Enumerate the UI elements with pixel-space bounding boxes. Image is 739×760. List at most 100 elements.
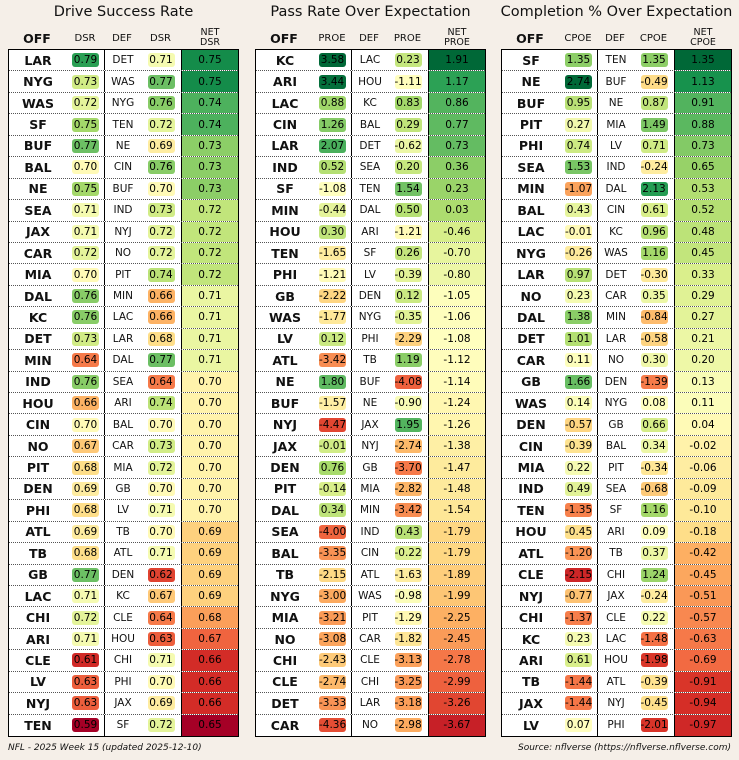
defense-value: -0.90 (394, 396, 422, 411)
offense-value-cell: 0.72 (67, 607, 105, 628)
offense-value-cell: -0.57 (560, 414, 598, 435)
defense-value: 1.35 (640, 53, 668, 68)
net-value: 1.13 (675, 71, 731, 92)
offense-value-cell: -1.65 (314, 242, 352, 264)
defense-team: PHI (361, 332, 379, 345)
offense-value-cell: 3.58 (314, 50, 352, 71)
defense-value: -1.48 (640, 632, 668, 647)
defense-value-cell: -3.18 (388, 693, 429, 714)
table-row: CHI -1.37 CLE 0.22 -0.57 (502, 607, 731, 629)
defense-value: 0.77 (147, 353, 175, 368)
offense-value: -3.21 (319, 610, 347, 625)
defense-value: 0.87 (640, 96, 668, 111)
offense-value: -0.77 (565, 589, 593, 604)
table-row: GB 1.66 DEN -1.39 0.13 (502, 371, 731, 393)
offense-team: KC (521, 631, 541, 647)
table-row: DEN -0.57 GB 0.66 0.04 (502, 414, 731, 436)
offense-value: -1.57 (319, 396, 347, 411)
defense-value: 0.26 (394, 246, 422, 261)
header-net: NET PROE (428, 28, 486, 48)
offense-value: -1.20 (565, 546, 593, 561)
defense-value-cell: 1.35 (634, 50, 675, 71)
table-row: JAX 0.71 NYJ 0.72 0.72 (9, 221, 238, 243)
table-row: BUF 0.95 NE 0.87 0.91 (502, 92, 731, 115)
net-value: 0.20 (675, 350, 731, 371)
net-value: 0.70 (182, 435, 238, 457)
offense-value: -1.37 (565, 610, 593, 625)
offense-team: LV (523, 717, 539, 733)
defense-value: -0.39 (394, 267, 422, 282)
defense-value: 0.73 (147, 439, 175, 454)
defense-value: 0.73 (147, 203, 175, 218)
offense-value-cell: 0.69 (67, 478, 105, 500)
defense-team: CHI (606, 568, 626, 581)
offense-team: ATL (272, 352, 298, 368)
offense-team: MIA (24, 267, 52, 283)
defense-team: LAC (359, 54, 381, 67)
table-row: NE 1.80 BUF -4.08 -1.14 (256, 371, 485, 393)
offense-team: DEN (23, 481, 53, 497)
defense-team: SEA (359, 161, 381, 174)
offense-value-cell: 0.27 (560, 114, 598, 135)
table-row: MIA 0.70 PIT 0.74 0.72 (9, 264, 238, 286)
offense-value-cell: 2.07 (314, 135, 352, 157)
defense-value: 0.96 (640, 224, 668, 239)
defense-value-cell: 0.96 (634, 221, 675, 242)
defense-value: -1.21 (394, 224, 422, 239)
defense-value-cell: 0.83 (388, 92, 429, 114)
defense-value: 0.35 (640, 289, 668, 304)
offense-value-cell: -0.44 (314, 200, 352, 221)
offense-value-cell: 0.23 (560, 628, 598, 650)
offense-value: 0.69 (72, 524, 99, 539)
net-value: -0.80 (429, 264, 485, 285)
header-off: OFF (270, 30, 298, 46)
offense-team: CIN (518, 438, 544, 454)
offense-value: 0.61 (565, 653, 592, 668)
offense-value-cell: 0.43 (560, 200, 598, 221)
offense-team: WAS (22, 95, 54, 111)
defense-team: SF (609, 504, 623, 517)
defense-team: IND (360, 525, 380, 538)
table-row: NYG 0.73 WAS 0.77 0.75 (9, 71, 238, 93)
offense-value-cell: 0.69 (67, 521, 105, 543)
defense-team: ARI (114, 397, 132, 410)
table-row: NYG -0.26 WAS 1.16 0.45 (502, 242, 731, 265)
defense-value: 1.54 (394, 181, 422, 196)
defense-value: -2.29 (394, 331, 422, 346)
defense-value: 0.69 (147, 138, 175, 153)
offense-team: NO (274, 631, 296, 647)
offense-value-cell: -3.33 (314, 693, 352, 714)
table-row: WAS 0.14 NYG 0.08 0.11 (502, 393, 731, 415)
net-value: -0.09 (675, 478, 731, 500)
offense-team: MIA (517, 460, 545, 476)
offense-team: GB (28, 567, 48, 583)
offense-value-cell: 0.11 (560, 350, 598, 371)
defense-value-cell: 0.76 (141, 92, 182, 114)
defense-team: NE (362, 397, 378, 410)
table-row: LV 0.07 PHI -2.01 -0.97 (502, 714, 731, 736)
offense-value: 0.72 (72, 246, 99, 261)
offense-team: CHI (272, 652, 298, 668)
defense-team: TEN (112, 118, 134, 131)
table-row: NO -3.08 CAR -1.82 -2.45 (256, 628, 485, 651)
defense-value-cell: 0.74 (141, 264, 182, 285)
defense-value-cell: 0.23 (388, 50, 429, 71)
header-def-metric: CPOE (639, 32, 668, 44)
defense-team: CAR (112, 440, 134, 453)
defense-team: BAL (112, 418, 134, 431)
net-value: 0.65 (675, 157, 731, 178)
table-row: SF 0.75 TEN 0.72 0.74 (9, 114, 238, 136)
offense-value-cell: 1.38 (560, 307, 598, 328)
defense-value-cell: 1.24 (634, 564, 675, 585)
net-value: 0.72 (182, 242, 238, 264)
defense-value-cell: -3.25 (388, 671, 429, 693)
offense-value: -2.22 (319, 289, 347, 304)
defense-team: DET (359, 139, 381, 152)
defense-team: DEN (111, 568, 135, 581)
net-value: -0.70 (429, 242, 485, 264)
net-value: 0.73 (429, 135, 485, 157)
offense-value-cell: 0.71 (67, 200, 105, 221)
offense-value-cell: 0.75 (67, 114, 105, 135)
table-row: PIT 0.27 MIA 1.49 0.88 (502, 114, 731, 136)
offense-value: 1.66 (565, 374, 592, 389)
